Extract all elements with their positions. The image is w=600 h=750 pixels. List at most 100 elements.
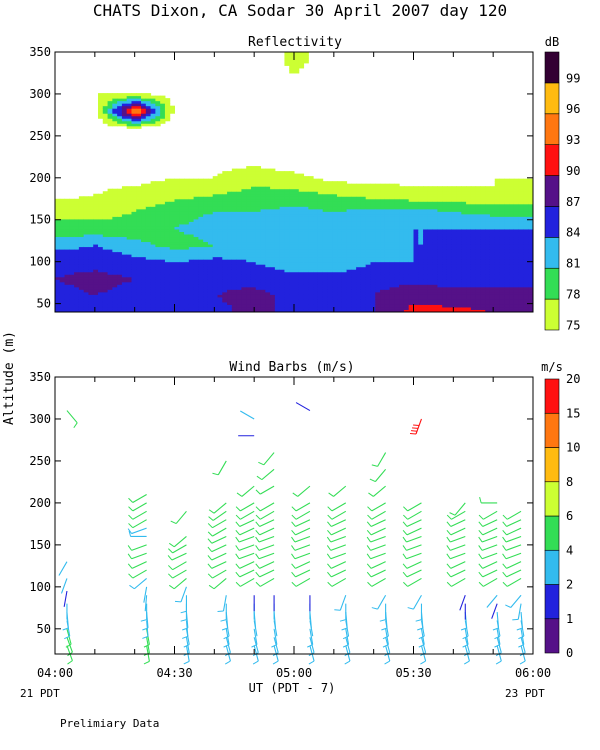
- reflectivity-cell: [265, 291, 271, 295]
- reflectivity-cell: [78, 208, 85, 212]
- reflectivity-cell: [289, 269, 295, 273]
- reflectivity-cell: [203, 206, 209, 210]
- reflectivity-cell: [93, 206, 99, 210]
- reflectivity-cell: [418, 191, 424, 195]
- reflectivity-cell: [169, 234, 175, 238]
- reflectivity-cell: [112, 208, 118, 212]
- reflectivity-cell: [250, 264, 257, 268]
- reflectivity-cell: [442, 198, 448, 202]
- reflectivity-cell: [375, 241, 381, 245]
- reflectivity-cell: [184, 281, 190, 285]
- reflectivity-cell: [437, 193, 443, 197]
- reflectivity-cell: [437, 251, 443, 255]
- reflectivity-cell: [313, 306, 319, 310]
- reflectivity-cell: [217, 231, 223, 235]
- reflectivity-cell: [126, 193, 132, 197]
- reflectivity-cell: [346, 286, 352, 290]
- reflectivity-cell: [298, 203, 305, 207]
- reflectivity-cell: [284, 211, 290, 215]
- reflectivity-cell: [337, 294, 343, 298]
- reflectivity-cell: [69, 261, 75, 265]
- reflectivity-cell: [150, 103, 156, 107]
- reflectivity-cell: [236, 274, 242, 278]
- reflectivity-cell: [160, 226, 166, 230]
- reflectivity-cell: [121, 108, 128, 112]
- reflectivity-cell: [217, 236, 223, 240]
- reflectivity-cell: [188, 291, 195, 295]
- reflectivity-cell: [442, 286, 448, 290]
- reflectivity-cell: [475, 269, 481, 273]
- reflectivity-cell: [184, 291, 190, 295]
- reflectivity-cell: [432, 218, 438, 222]
- reflectivity-cell: [198, 286, 204, 290]
- reflectivity-cell: [442, 234, 448, 238]
- reflectivity-cell: [88, 296, 94, 300]
- reflectivity-cell: [246, 266, 252, 270]
- reflectivity-cell: [212, 239, 219, 243]
- reflectivity-cell: [83, 244, 89, 248]
- reflectivity-cell: [456, 306, 462, 310]
- reflectivity-cell: [351, 239, 357, 243]
- reflectivity-cell: [308, 181, 314, 185]
- reflectivity-cell: [250, 301, 257, 305]
- reflectivity-cell: [164, 309, 171, 313]
- reflectivity-cell: [394, 281, 400, 285]
- reflectivity-cell: [360, 256, 367, 260]
- reflectivity-cell: [270, 173, 276, 177]
- reflectivity-cell: [198, 186, 204, 190]
- reflectivity-cell: [155, 108, 161, 112]
- reflectivity-cell: [451, 234, 458, 238]
- reflectivity-cell: [346, 266, 352, 270]
- reflectivity-cell: [408, 274, 414, 278]
- reflectivity-cell: [64, 228, 70, 232]
- reflectivity-cell: [370, 276, 376, 280]
- reflectivity-cell: [427, 294, 434, 298]
- reflectivity-cell: [466, 304, 472, 308]
- reflectivity-cell: [55, 211, 61, 215]
- reflectivity-cell: [317, 203, 324, 207]
- reflectivity-cell: [78, 279, 85, 283]
- reflectivity-cell: [155, 213, 161, 217]
- reflectivity-cell: [375, 251, 381, 255]
- reflectivity-cell: [121, 291, 128, 295]
- reflectivity-cell: [274, 201, 281, 205]
- reflectivity-cell: [399, 246, 405, 250]
- reflectivity-cell: [289, 221, 295, 225]
- reflectivity-cell: [203, 256, 209, 260]
- reflectivity-cell: [227, 178, 233, 182]
- reflectivity-cell: [346, 306, 352, 310]
- reflectivity-cell: [55, 231, 61, 235]
- reflectivity-cell: [145, 244, 152, 248]
- reflectivity-cell: [155, 216, 161, 220]
- reflectivity-cell: [241, 231, 247, 235]
- reflectivity-cell: [174, 244, 180, 248]
- reflectivity-cell: [294, 62, 300, 66]
- reflectivity-cell: [380, 193, 386, 197]
- reflectivity-cell: [93, 291, 99, 295]
- reflectivity-cell: [384, 236, 391, 240]
- reflectivity-cell: [408, 196, 414, 200]
- reflectivity-cell: [322, 286, 328, 290]
- reflectivity-cell: [203, 218, 209, 222]
- reflectivity-cell: [365, 304, 371, 308]
- reflectivity-cell: [351, 264, 357, 268]
- reflectivity-cell: [112, 226, 118, 230]
- reflectivity-cell: [198, 291, 204, 295]
- reflectivity-cell: [241, 196, 247, 200]
- reflectivity-cell: [327, 246, 333, 250]
- reflectivity-cell: [150, 254, 156, 258]
- reflectivity-cell: [126, 223, 132, 227]
- reflectivity-cell: [322, 223, 328, 227]
- reflectivity-cell: [303, 201, 309, 205]
- reflectivity-cell: [184, 256, 190, 260]
- reflectivity-cell: [403, 246, 410, 250]
- reflectivity-cell: [475, 256, 481, 260]
- reflectivity-cell: [480, 246, 486, 250]
- reflectivity-cell: [169, 186, 175, 190]
- reflectivity-cell: [246, 221, 252, 225]
- reflectivity-cell: [112, 108, 118, 112]
- reflectivity-cell: [241, 284, 247, 288]
- reflectivity-cell: [394, 203, 400, 207]
- reflectivity-cell: [246, 181, 252, 185]
- reflectivity-cell: [389, 259, 395, 263]
